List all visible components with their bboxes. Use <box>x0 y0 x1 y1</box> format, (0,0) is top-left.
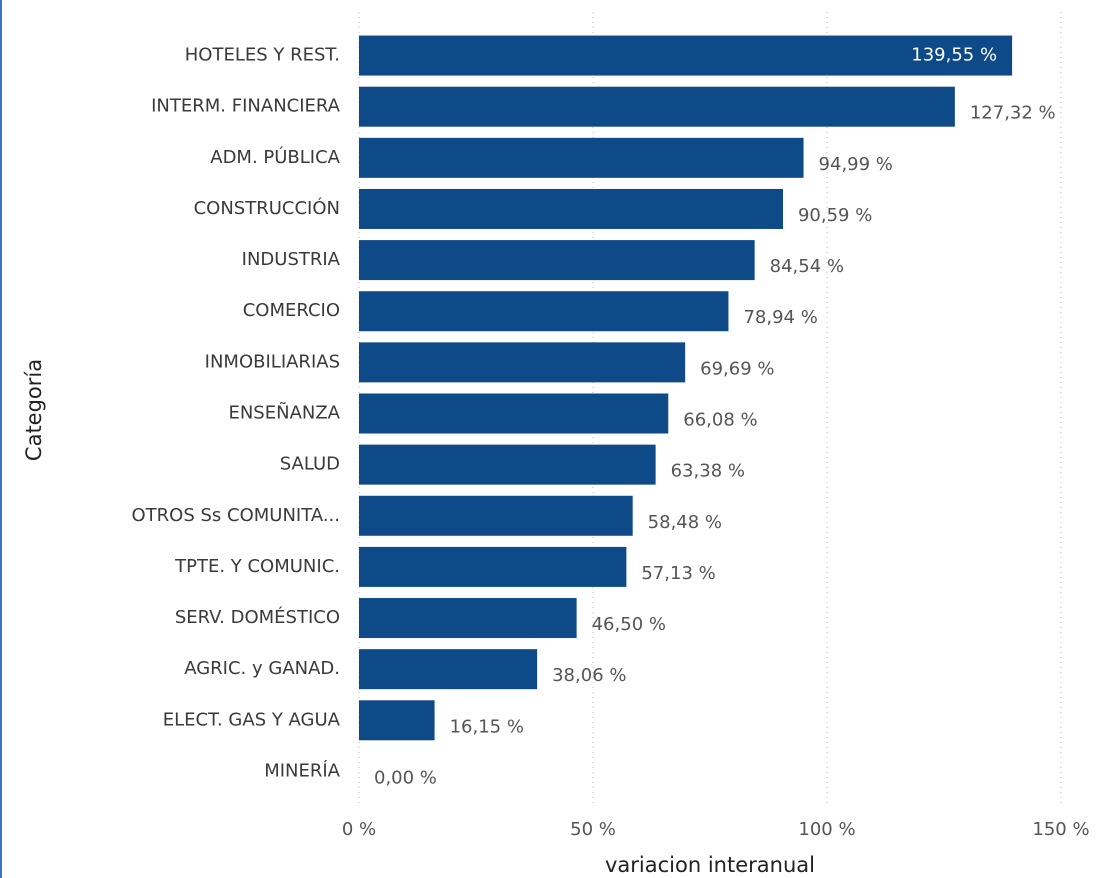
bar <box>359 342 686 383</box>
y-tick-label: ADM. PÚBLICA <box>210 146 340 168</box>
y-tick-label: TPTE. Y COMUNIC. <box>174 556 340 577</box>
y-tick-label: SALUD <box>280 454 340 475</box>
bar <box>359 240 755 281</box>
value-label: 38,06 % <box>552 665 626 686</box>
x-tick-label: 100 % <box>798 819 855 840</box>
bar <box>359 393 669 434</box>
y-axis-title: Categoría <box>22 359 46 461</box>
bar <box>359 291 729 332</box>
value-label: 84,54 % <box>770 256 844 277</box>
y-tick-label: MINERÍA <box>264 759 340 781</box>
value-label: 139,55 % <box>911 45 997 66</box>
bar <box>359 35 1013 76</box>
y-tick-label: CONSTRUCCIÓN <box>194 197 340 219</box>
value-label: 127,32 % <box>970 103 1056 124</box>
y-tick-label: INTERM. FINANCIERA <box>151 96 341 117</box>
bar <box>359 495 633 536</box>
value-label: 69,69 % <box>700 358 774 379</box>
value-label: 66,08 % <box>683 410 757 431</box>
bar <box>359 546 627 587</box>
x-tick-label: 150 % <box>1032 819 1089 840</box>
x-axis-title: variacion interanual <box>605 853 815 877</box>
y-tick-label: SERV. DOMÉSTICO <box>175 606 340 628</box>
value-label: 58,48 % <box>648 512 722 533</box>
value-label: 63,38 % <box>671 461 745 482</box>
bar <box>359 649 538 690</box>
y-tick-label: COMERCIO <box>243 300 340 321</box>
y-tick-label: OTROS Ss COMUNITA... <box>132 505 341 526</box>
bar <box>359 598 577 639</box>
y-tick-label: INMOBILIARIAS <box>205 351 340 372</box>
y-tick-label: INDUSTRIA <box>242 249 341 270</box>
value-label: 94,99 % <box>819 154 893 175</box>
bar <box>359 700 435 741</box>
value-label: 57,13 % <box>641 563 715 584</box>
bar <box>359 444 656 485</box>
bar <box>359 86 955 127</box>
value-label: 78,94 % <box>743 307 817 328</box>
value-label: 0,00 % <box>374 767 437 788</box>
value-label: 16,15 % <box>450 716 524 737</box>
y-tick-label: HOTELES Y REST. <box>185 45 340 66</box>
bar <box>359 137 804 178</box>
bar <box>359 188 783 229</box>
x-tick-label: 50 % <box>570 819 616 840</box>
y-tick-label: ENSEÑANZA <box>228 402 340 424</box>
value-label: 90,59 % <box>798 205 872 226</box>
value-label: 46,50 % <box>592 614 666 635</box>
y-tick-label: AGRIC. y GANAD. <box>184 658 340 679</box>
y-tick-label: ELECT. GAS Y AGUA <box>163 709 341 730</box>
x-tick-label: 0 % <box>342 819 376 840</box>
